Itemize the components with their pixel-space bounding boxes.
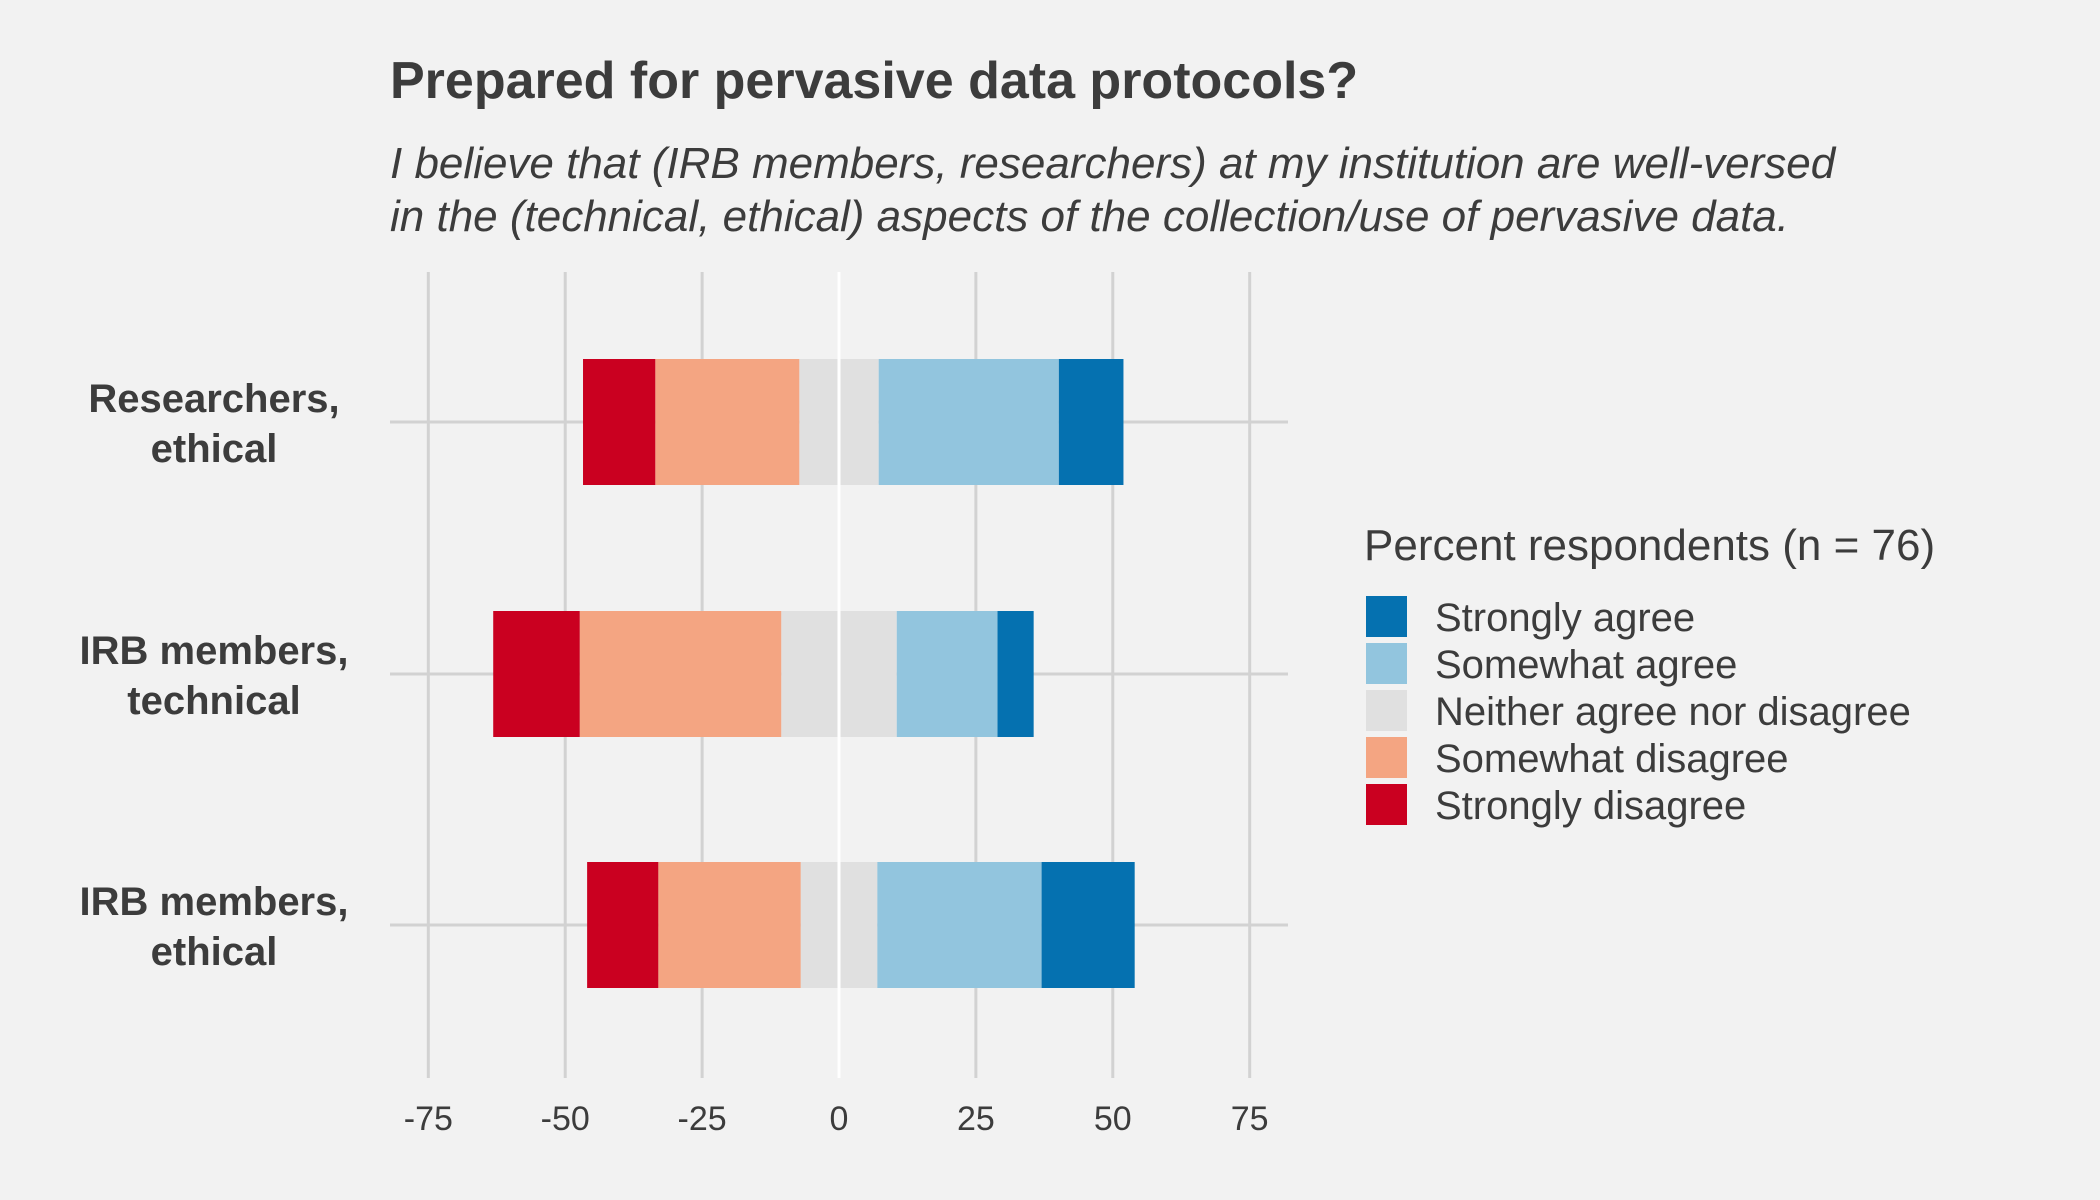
bar-segment [878, 359, 1059, 485]
legend-swatch [1366, 596, 1407, 637]
bar-segment [1041, 862, 1135, 988]
legend-title: Percent respondents (n = 76) [1364, 521, 1935, 570]
bar-segment [658, 862, 801, 988]
x-tick-label: 25 [957, 1100, 995, 1138]
legend-swatch [1366, 643, 1407, 684]
x-tick-label: -75 [404, 1100, 453, 1138]
x-tick-label: 0 [830, 1100, 849, 1138]
legend-label: Somewhat disagree [1435, 737, 1789, 781]
legend-swatch [1366, 690, 1407, 731]
legend-swatch [1366, 737, 1407, 778]
x-tick-label: 75 [1231, 1100, 1269, 1138]
y-tick-label: IRB members, ethical [80, 880, 349, 974]
chart-title: Prepared for pervasive data protocols? [390, 52, 1358, 110]
legend-label: Strongly agree [1435, 596, 1695, 640]
bar-segment [583, 359, 656, 485]
legend-label: Strongly disagree [1435, 784, 1746, 828]
bar-segment [579, 611, 782, 737]
bar-segment [587, 862, 659, 988]
x-tick-label: -50 [541, 1100, 590, 1138]
legend-swatch [1366, 784, 1407, 825]
bar-segment [997, 611, 1034, 737]
x-tick-label: 50 [1094, 1100, 1132, 1138]
bar-segment [896, 611, 998, 737]
x-tick-label: -25 [678, 1100, 727, 1138]
bar-segment [493, 611, 580, 737]
bar-segment [655, 359, 800, 485]
y-tick-label: IRB members, technical [80, 629, 349, 723]
y-tick-label: Researchers, ethical [88, 377, 339, 471]
bar-segment [1058, 359, 1124, 485]
legend-label: Neither agree nor disagree [1435, 690, 1911, 734]
chart-subtitle: I believe that (IRB members, researchers… [390, 139, 1837, 241]
bar-segment [877, 862, 1042, 988]
legend-label: Somewhat agree [1435, 643, 1737, 687]
